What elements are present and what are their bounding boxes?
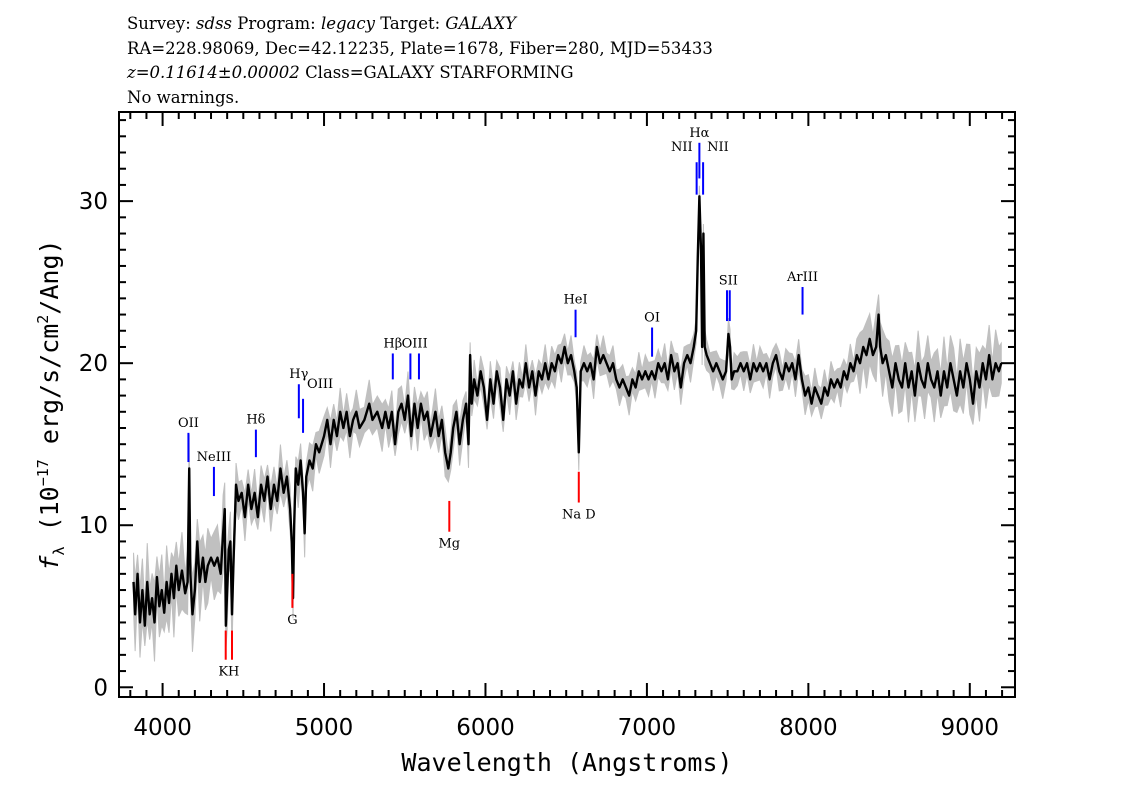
error-band (133, 185, 1002, 662)
x-tick-label: 4000 (133, 715, 192, 741)
y-tick-label: 30 (79, 189, 108, 215)
spectrum-header: Survey: sdss Program: legacy Target: GAL… (127, 12, 713, 110)
program-value: legacy (320, 14, 375, 33)
header-survey-line: Survey: sdss Program: legacy Target: GAL… (127, 12, 713, 37)
emission-line-label: NeIII (197, 450, 231, 465)
y-axis-exponent-2: 2 (34, 315, 52, 324)
x-tick-label: 9000 (941, 715, 1000, 741)
y-axis-exponent: −17 (34, 459, 52, 486)
absorption-line-label: G (287, 613, 297, 628)
y-tick-label: 10 (79, 513, 108, 539)
x-axis-title: Wavelength (Angstroms) (401, 748, 732, 777)
error-band-group (133, 185, 1002, 662)
emission-line-label: Hβ (383, 336, 402, 351)
absorption-line-label: Mg (438, 537, 460, 552)
y-axis-subscript: λ (50, 546, 68, 555)
y-axis-unit-prefix: (10 (35, 486, 64, 546)
emission-line-label: OI (644, 311, 660, 326)
target-label: Target: (380, 14, 441, 33)
plot-frame (118, 111, 1016, 698)
y-tick-label: 0 (93, 675, 108, 701)
flux-line-group (132, 195, 1003, 627)
redshift-value: z=0.11614±0.00002 (127, 63, 300, 82)
x-tick-label: 6000 (456, 715, 515, 741)
header-warnings-line: No warnings. (127, 87, 240, 107)
emission-line-label: OIII (402, 336, 428, 351)
x-tick-label: 7000 (618, 715, 677, 741)
emission-line-label: Hα (689, 126, 709, 141)
survey-label: Survey: (127, 14, 191, 33)
axis-ticks-group: 4000 5000 6000 7000 8000 9000 0 10 20 30 (79, 112, 1015, 741)
absorption-line-label: KH (218, 665, 239, 680)
emission-line-label: OII (178, 416, 199, 431)
y-axis-title: fλ (10−17 erg/s/cm2/Ang) (34, 239, 68, 570)
survey-value: sdss (196, 14, 233, 33)
emission-line-label: SII (719, 273, 738, 288)
emission-line-label: NII (671, 140, 693, 155)
emission-line-label: OIII (307, 377, 333, 392)
header-coordinates-line: RA=228.98069, Dec=42.12235, Plate=1678, … (127, 38, 713, 58)
emission-line-label: NII (707, 140, 729, 155)
emission-line-label: Hγ (289, 367, 308, 382)
emission-line-label: HeI (563, 293, 587, 308)
y-axis-unit-suffix: /Ang) (35, 239, 64, 314)
class-value: Class=GALAXY STARFORMING (305, 63, 574, 82)
emission-line-label: ArIII (786, 270, 818, 285)
absorption-line-label: Na D (562, 508, 596, 523)
x-tick-label: 8000 (779, 715, 838, 741)
target-value: GALAXY (445, 14, 517, 33)
program-label: Program: (237, 14, 316, 33)
y-axis-unit-middle: erg/s/cm (35, 324, 64, 459)
y-tick-label: 20 (79, 351, 108, 377)
flux-line (132, 195, 1003, 627)
emission-line-label: Hδ (246, 413, 265, 428)
x-tick-label: 5000 (295, 715, 354, 741)
header-redshift-line: z=0.11614±0.00002 Class=GALAXY STARFORMI… (127, 61, 713, 86)
y-axis-symbol: f (35, 555, 64, 571)
